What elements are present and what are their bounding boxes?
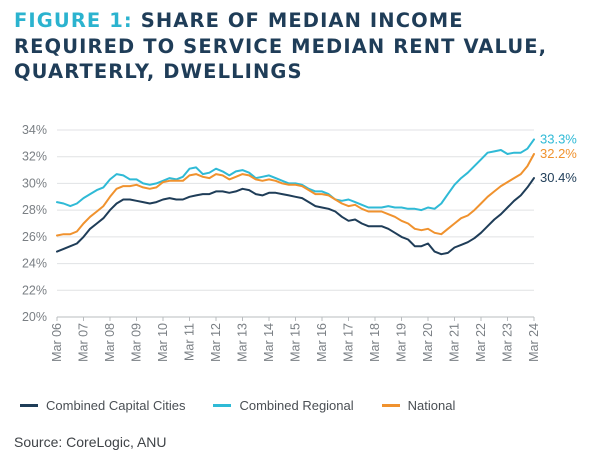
legend-label-national: National <box>407 397 456 413</box>
x-tick-label: Mar 08 <box>103 323 117 362</box>
source-note: Source: CoreLogic, ANU <box>14 434 167 450</box>
x-tick-label: Mar 07 <box>77 323 91 362</box>
series-line-national <box>56 153 535 237</box>
x-tick-label: Mar 23 <box>501 323 515 362</box>
x-tick-label: Mar 11 <box>183 323 197 361</box>
title-line-2: REQUIRED TO SERVICE MEDIAN RENT VALUE, <box>14 34 548 58</box>
line-chart: 20% 22% 24% 26% 28% 30% 32% 34% Mar 06 Mar 07 Mar … <box>22 123 577 362</box>
x-tick-label: Mar 17 <box>342 323 356 362</box>
x-tick-label: Mar 10 <box>156 323 170 362</box>
figure-label: FIGURE 1: <box>14 9 133 32</box>
x-tick-label: Mar 12 <box>209 323 223 362</box>
end-label-national: 32.2% <box>540 146 577 161</box>
x-tick-label: Mar 18 <box>368 323 382 362</box>
x-tick-label: Mar 13 <box>236 323 250 362</box>
y-tick-label: 32% <box>22 150 47 164</box>
legend-item-regional: Combined Regional <box>213 397 354 413</box>
x-tick-label: Mar 20 <box>421 323 435 362</box>
legend: Combined Capital Cities Combined Regiona… <box>20 394 483 416</box>
end-label-combined-regional: 33.3% <box>540 131 577 146</box>
x-tick-label: Mar 14 <box>262 323 276 362</box>
y-tick-label: 30% <box>22 176 47 190</box>
legend-item-national: National <box>381 397 456 413</box>
series-line-combined-regional <box>56 138 535 212</box>
end-label-combined-capital-cities: 30.4% <box>540 170 577 185</box>
x-tick-label: Mar 09 <box>130 323 144 362</box>
legend-item-capital: Combined Capital Cities <box>20 398 185 413</box>
x-tick-label: Mar 15 <box>289 323 303 362</box>
x-tick-label: Mar 19 <box>395 323 409 362</box>
x-tick-label: Mar 06 <box>50 323 64 362</box>
title-line-1: SHARE OF MEDIAN INCOME <box>140 9 464 32</box>
y-tick-label: 22% <box>22 283 47 297</box>
legend-label-regional: Combined Regional <box>239 397 354 413</box>
x-tick-label: Mar 16 <box>315 323 329 362</box>
title-line-3: QUARTERLY, DWELLINGS <box>14 60 303 83</box>
y-tick-label: 28% <box>22 203 47 217</box>
legend-swatch-regional <box>213 403 232 407</box>
y-tick-label: 26% <box>22 230 47 244</box>
y-tick-label: 34% <box>22 123 47 137</box>
x-tick-label: Mar 24 <box>527 323 541 362</box>
legend-swatch-national <box>381 403 400 407</box>
x-tick-label: Mar 22 <box>474 323 488 362</box>
x-tick-label: Mar 21 <box>448 323 462 362</box>
y-tick-label: 24% <box>22 257 47 271</box>
y-tick-label: 20% <box>22 310 47 324</box>
legend-label-capital: Combined Capital Cities <box>46 397 186 413</box>
series-line-combined-capital-cities <box>56 177 535 256</box>
chart-title: FIGURE 1: SHARE OF MEDIAN INCOME REQUIRE… <box>14 8 589 85</box>
legend-swatch-capital <box>20 403 38 407</box>
